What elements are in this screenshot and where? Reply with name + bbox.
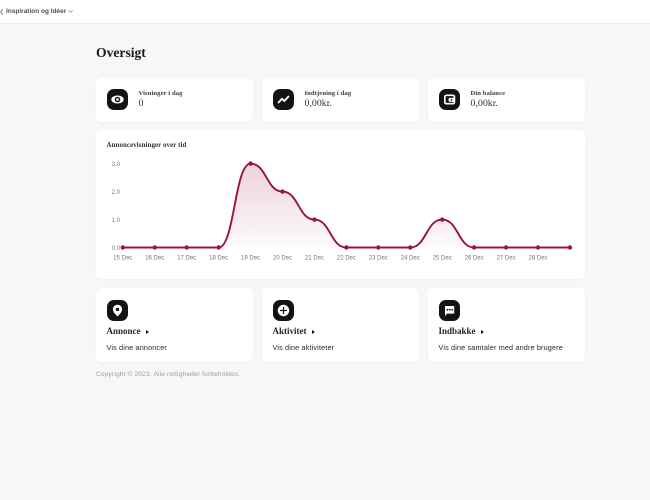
svg-text:15 Dec: 15 Dec — [113, 256, 132, 262]
svg-text:2.0: 2.0 — [112, 190, 121, 196]
svg-text:16 Dec: 16 Dec — [145, 256, 164, 262]
svg-text:22 Dec: 22 Dec — [337, 256, 356, 262]
svg-text:18 Dec: 18 Dec — [209, 256, 228, 262]
svg-text:17 Dec: 17 Dec — [177, 256, 196, 262]
svg-text:28 Dec: 28 Dec — [529, 256, 548, 262]
svg-text:1.0: 1.0 — [112, 218, 121, 224]
svg-text:24 Dec: 24 Dec — [401, 256, 420, 262]
svg-text:25 Dec: 25 Dec — [433, 256, 452, 262]
svg-text:21 Dec: 21 Dec — [305, 256, 324, 262]
svg-text:19 Dec: 19 Dec — [241, 256, 260, 262]
svg-text:20 Dec: 20 Dec — [273, 256, 292, 262]
svg-text:26 Dec: 26 Dec — [465, 256, 484, 262]
svg-text:3.0: 3.0 — [112, 162, 121, 168]
svg-text:23 Dec: 23 Dec — [369, 256, 388, 262]
svg-text:27 Dec: 27 Dec — [497, 256, 516, 262]
svg-text:0.0: 0.0 — [112, 246, 121, 252]
